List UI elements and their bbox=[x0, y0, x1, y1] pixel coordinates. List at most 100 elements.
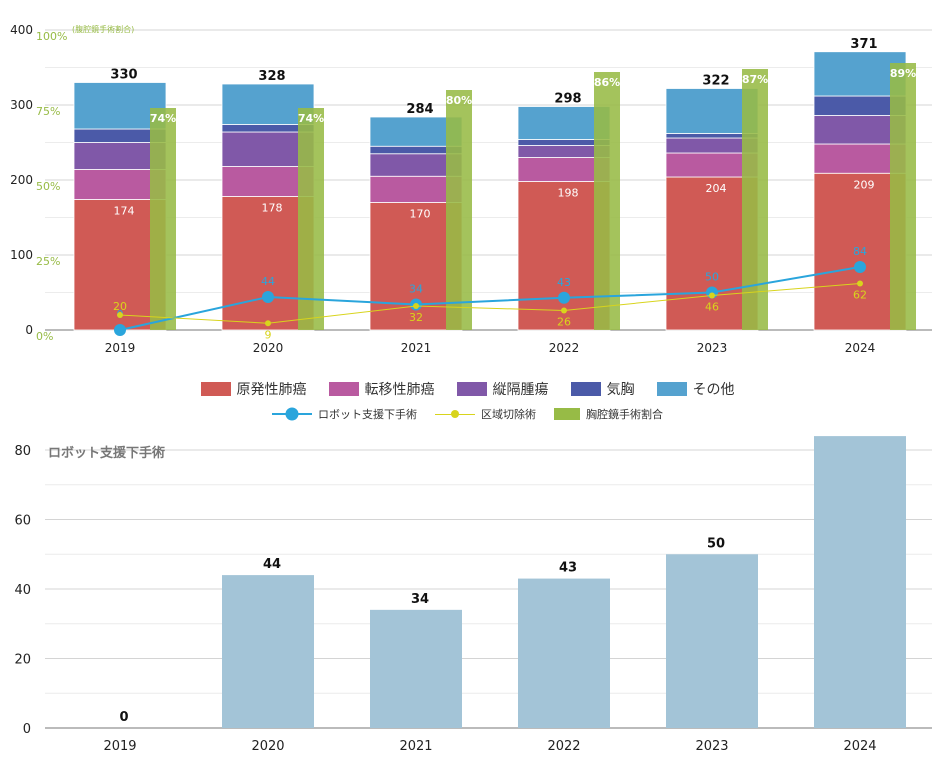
legend-primary: 原発性肺癌 転移性肺癌 縦隔腫瘍 気胸 その他 bbox=[0, 379, 935, 399]
ratio-bar bbox=[594, 72, 620, 330]
line-point bbox=[117, 312, 123, 318]
legend-label: 気胸 bbox=[606, 382, 635, 398]
line-value-label: 43 bbox=[557, 276, 571, 289]
y2-axis-note: (腹腔鏡手術割合) bbox=[72, 24, 134, 34]
line-point bbox=[561, 307, 567, 314]
y2-tick-label: 50% bbox=[36, 180, 60, 193]
base-value-label: 198 bbox=[558, 187, 579, 200]
legend-item-robotic-surgery[interactable]: ロボット支援下手術 bbox=[272, 406, 417, 422]
x-tick-label: 2020 bbox=[251, 739, 284, 754]
y2-tick-label: 25% bbox=[36, 255, 60, 268]
legend-item-mediastinal-tumor[interactable]: 縦隔腫瘍 bbox=[456, 379, 549, 399]
x-tick-label: 2024 bbox=[845, 341, 876, 355]
total-label: 330 bbox=[110, 68, 137, 83]
y-tick-label: 0 bbox=[23, 722, 31, 737]
base-value-label: 209 bbox=[854, 178, 875, 191]
line-point bbox=[262, 291, 274, 303]
legend-swatch-other bbox=[656, 382, 687, 396]
line-point bbox=[709, 292, 715, 299]
x-tick-label: 2021 bbox=[399, 739, 432, 754]
chart-title: ロボット支援下手術 bbox=[48, 445, 165, 461]
base-value-label: 174 bbox=[114, 205, 135, 218]
legend-swatch-metastatic-lung-cancer bbox=[328, 382, 359, 396]
legend-item-pneumothorax[interactable]: 気胸 bbox=[570, 379, 635, 399]
legend-swatch-mediastinal-tumor bbox=[456, 382, 487, 396]
ratio-bar bbox=[298, 108, 324, 330]
y-tick-label: 60 bbox=[14, 514, 31, 529]
legend-label: 縦隔腫瘍 bbox=[492, 382, 549, 398]
legend-item-primary-lung-cancer[interactable]: 原発性肺癌 bbox=[200, 379, 307, 399]
total-label: 371 bbox=[850, 37, 877, 52]
bar-value-label: 44 bbox=[263, 557, 281, 572]
base-value-label: 178 bbox=[262, 202, 283, 215]
x-tick-label: 2021 bbox=[401, 341, 432, 355]
line-value-label: 44 bbox=[261, 275, 275, 288]
line-value-label: 9 bbox=[265, 328, 272, 341]
x-tick-label: 2023 bbox=[695, 739, 728, 754]
legend-line-robotic-surgery bbox=[272, 407, 312, 421]
legend-label: ロボット支援下手術 bbox=[318, 408, 417, 421]
x-tick-label: 2019 bbox=[103, 739, 136, 754]
segmentectomy-line bbox=[119, 283, 861, 324]
total-label: 298 bbox=[554, 92, 581, 107]
robotic-surgery-line bbox=[119, 266, 861, 331]
y-tick-label: 20 bbox=[14, 653, 31, 668]
bar-value-label: 34 bbox=[411, 592, 429, 607]
y2-tick-label: 0% bbox=[36, 330, 53, 343]
bar bbox=[222, 575, 314, 728]
bar-value-label: 0 bbox=[119, 710, 128, 725]
legend-swatch-thoracoscopic-ratio bbox=[554, 408, 580, 420]
line-value-label: 46 bbox=[705, 301, 719, 314]
legend-swatch-pneumothorax bbox=[570, 382, 601, 396]
line-value-label: 20 bbox=[113, 300, 127, 313]
bar-value-label: 50 bbox=[707, 536, 725, 551]
line-point bbox=[413, 303, 419, 309]
legend-label: 転移性肺癌 bbox=[364, 382, 435, 398]
legend-item-segmentectomy[interactable]: 区域切除術 bbox=[435, 406, 536, 422]
line-point bbox=[558, 291, 570, 304]
ratio-bar bbox=[446, 90, 472, 330]
ratio-bar bbox=[890, 63, 916, 330]
bar-value-label: 84 bbox=[855, 430, 873, 433]
legend-label: 胸腔鏡手術割合 bbox=[586, 408, 663, 421]
y2-tick-label: 75% bbox=[36, 105, 60, 118]
x-tick-label: 2024 bbox=[843, 739, 876, 754]
y-tick-label: 300 bbox=[10, 98, 33, 112]
ratio-label: 86% bbox=[594, 76, 620, 89]
base-value-label: 170 bbox=[410, 208, 431, 221]
bar bbox=[814, 436, 906, 728]
bar bbox=[666, 554, 758, 728]
legend-label: その他 bbox=[692, 382, 735, 398]
base-value-label: 204 bbox=[706, 182, 727, 195]
robotic-surgery-bar-chart: 0 20 40 60 80 ロボット支援下手術 0 2019 44 2020 34 2021 43 202… bbox=[14, 430, 932, 754]
legend-item-other[interactable]: その他 bbox=[656, 379, 735, 399]
y-tick-label: 400 bbox=[10, 23, 33, 37]
y2-tick-label: 100% bbox=[36, 30, 67, 43]
legend-secondary: ロボット支援下手術 区域切除術 胸腔鏡手術割合 bbox=[0, 406, 935, 422]
line-point bbox=[114, 324, 126, 336]
ratio-label: 74% bbox=[150, 112, 176, 125]
x-tick-label: 2019 bbox=[105, 341, 136, 355]
x-tick-label: 2022 bbox=[547, 739, 580, 754]
legend-item-thoracoscopic-ratio[interactable]: 胸腔鏡手術割合 bbox=[554, 406, 663, 422]
bar bbox=[518, 578, 610, 728]
bar bbox=[370, 609, 462, 728]
legend-label: 区域切除術 bbox=[481, 408, 536, 421]
y-tick-label: 0 bbox=[25, 323, 33, 337]
y-tick-label: 200 bbox=[10, 173, 33, 187]
legend-item-metastatic-lung-cancer[interactable]: 転移性肺癌 bbox=[328, 379, 435, 399]
ratio-label: 89% bbox=[890, 67, 916, 80]
line-value-label: 50 bbox=[705, 271, 719, 284]
y-tick-label: 80 bbox=[14, 444, 31, 459]
x-tick-label: 2023 bbox=[697, 341, 728, 355]
bar-value-label: 43 bbox=[559, 561, 577, 576]
legend-line-segmentectomy bbox=[435, 407, 475, 421]
legend-label: 原発性肺癌 bbox=[236, 382, 307, 398]
total-label: 284 bbox=[406, 102, 433, 117]
x-tick-label: 2020 bbox=[253, 341, 284, 355]
line-value-label: 34 bbox=[409, 283, 423, 296]
ratio-label: 87% bbox=[742, 73, 768, 86]
line-value-label: 32 bbox=[409, 311, 423, 324]
line-value-label: 62 bbox=[853, 289, 867, 302]
y-tick-label: 40 bbox=[14, 583, 31, 598]
